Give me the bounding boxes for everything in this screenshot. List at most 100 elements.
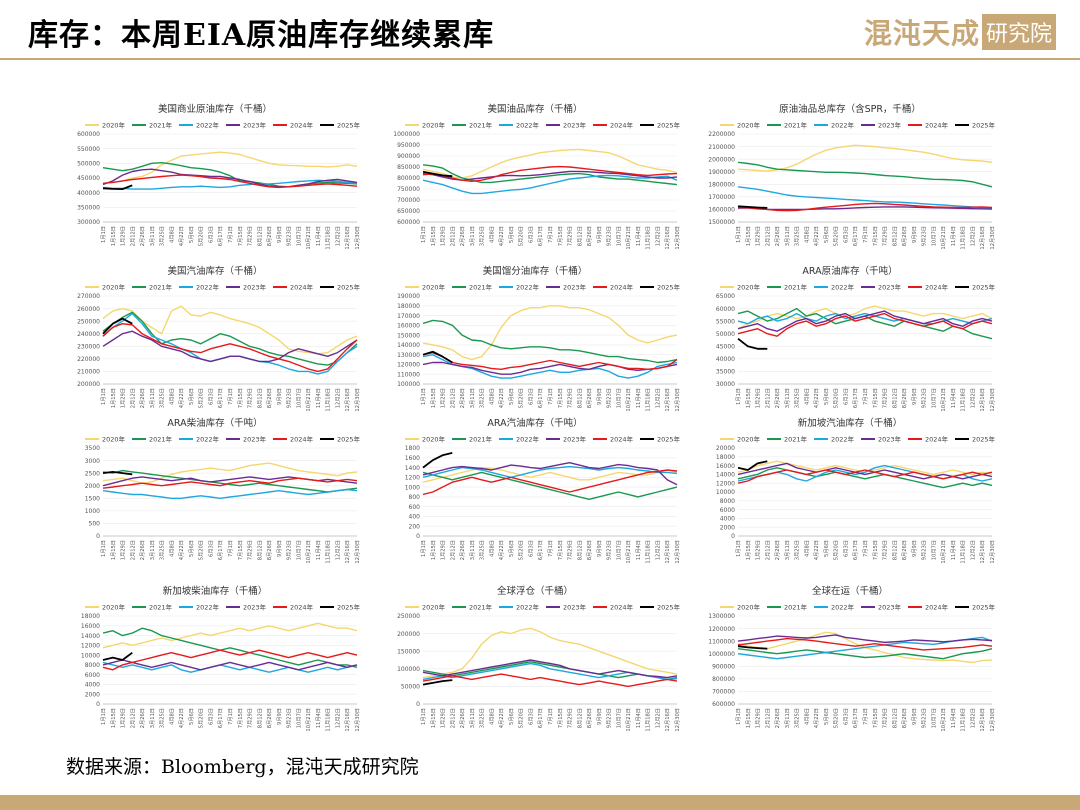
y-tick-label: 2100000 [708,144,735,151]
x-tick-label: 3月25日 [159,226,166,246]
series-line-5 [737,312,993,337]
source-note: 数据来源：Bloomberg，混沌天成研究院 [66,756,419,778]
chart-legend: 2020年 2021年 2022年 2023年 2024年 2025年 [720,283,996,292]
chart-ara-gasoline-stocks: ARA汽油库存（千吨） 2020年 2021年 2022年 2023年 2024年 2025… [405,417,681,564]
x-tick-label: 8月26日 [586,388,593,408]
x-tick-label: 12月2日 [334,226,341,246]
series-line-4 [102,168,358,188]
x-tick-label: 11月18日 [325,388,332,412]
x-tick-label: 4月22日 [813,226,820,246]
x-tick-label: 7月15日 [557,540,564,560]
footer-bar [0,795,1080,810]
x-tick-label: 6月3日 [842,388,849,405]
x-tick-label: 3月25日 [479,388,486,408]
x-tick-label: 11月4日 [950,226,957,246]
x-tick-label: 7月15日 [557,388,564,408]
x-tick-label: 2月26日 [459,226,466,246]
x-tick-label: 1月15日 [110,540,117,560]
x-tick-label: 5月20日 [833,226,840,246]
legend-label: 2021年 [469,435,493,444]
y-tick-label: 100000 [397,666,420,673]
x-tick-label: 2月12日 [129,708,136,728]
series-line-1 [422,305,678,361]
x-tick-label: 2月12日 [449,226,456,246]
y-tick-label: 4000 [85,682,100,689]
y-tick-label: 2000 [720,524,735,531]
x-tick-label: 9月9日 [911,226,918,243]
x-tick-label: 5月20日 [518,388,525,408]
legend-label: 2024年 [610,435,634,444]
y-tick-label: 0 [416,533,420,540]
y-tick-label: 100000 [397,381,420,388]
x-tick-label: 9月23日 [606,388,613,408]
legend-label: 2020年 [422,435,446,444]
chart-title: 全球浮仓（千桶） [497,585,573,597]
series-line-2 [102,311,358,366]
x-tick-label: 1月29日 [755,388,762,408]
y-tick-label: 14000 [81,633,100,640]
x-tick-label: 6月3日 [207,540,214,557]
x-tick-label: 6月3日 [207,388,214,405]
y-tick-label: 110000 [397,371,420,378]
x-tick-label: 5月6日 [823,226,830,243]
y-tick-label: 650000 [397,208,420,215]
y-tick-label: 1500000 [708,219,735,226]
x-tick-label: 2月26日 [774,388,781,408]
legend-label: 2021年 [149,603,173,612]
x-tick-label: 2月12日 [129,540,136,560]
x-tick-label: 6月17日 [537,226,544,246]
x-tick-label: 4月22日 [498,388,505,408]
x-tick-label: 11月4日 [315,226,322,246]
x-tick-label: 9月23日 [606,708,613,728]
x-tick-label: 9月23日 [921,708,928,728]
series-line-3 [737,312,993,325]
x-tick-label: 11月4日 [315,540,322,560]
x-tick-label: 1月29日 [755,540,762,560]
x-tick-label: 10月7日 [615,540,622,560]
x-tick-label: 4月22日 [178,388,185,408]
x-tick-label: 7月1日 [547,388,554,405]
legend-label: 2021年 [784,121,808,130]
x-tick-label: 4月8日 [488,540,495,557]
x-tick-label: 4月22日 [813,708,820,728]
series-line-6 [102,184,133,190]
legend-label: 2025年 [337,603,361,612]
x-tick-label: 2月12日 [764,708,771,728]
y-tick-label: 750000 [397,186,420,193]
x-tick-label: 5月6日 [188,388,195,405]
series-line-4 [102,330,358,363]
chart-global-floating-storage: 全球浮仓（千桶） 2020年 2021年 2022年 2023年 2024年 2025年 0 5… [397,585,681,732]
x-tick-label: 7月15日 [557,708,564,728]
y-tick-label: 170000 [397,313,420,320]
y-tick-label: 600000 [397,219,420,226]
x-tick-label: 9月9日 [911,708,918,725]
x-tick-label: 11月4日 [635,708,642,728]
y-tick-label: 950000 [397,142,420,149]
legend-label: 2021年 [469,603,493,612]
x-tick-label: 2月26日 [139,708,146,728]
legend-label: 2024年 [925,121,949,130]
legend-label: 2023年 [563,121,587,130]
x-tick-label: 11月4日 [315,388,322,408]
series-line-1 [102,151,358,184]
legend-label: 2022年 [196,603,220,612]
y-tick-label: 400 [409,514,421,521]
legend-label: 2025年 [337,435,361,444]
series-line-1 [422,148,678,179]
x-tick-label: 12月30日 [674,226,681,250]
y-tick-label: 700000 [712,689,735,696]
x-tick-label: 5月20日 [198,388,205,408]
x-tick-label: 7月1日 [227,708,234,725]
chart-us-crude-stocks: 美国商业原油库存（千桶）2020年 2021年 2022年 2023年 2024年 202… [77,103,361,250]
x-tick-label: 11月4日 [635,540,642,560]
legend-label: 2020年 [737,435,761,444]
x-tick-label: 5月6日 [188,226,195,243]
x-tick-label: 8月26日 [266,388,273,408]
legend-label: 2022年 [516,121,540,130]
series-line-2 [422,319,678,364]
series-line-5 [422,351,678,371]
x-tick-label: 1月15日 [430,226,437,246]
y-tick-label: 65000 [716,293,735,300]
x-tick-label: 12月16日 [979,708,986,732]
x-tick-label: 3月11日 [784,540,791,560]
